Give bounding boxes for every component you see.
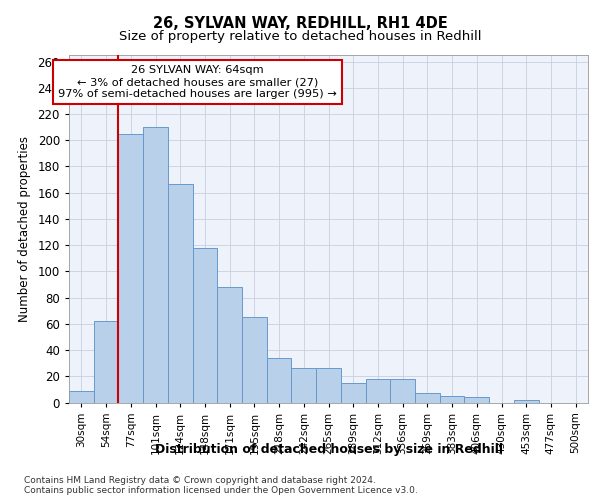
Bar <box>390 379 415 402</box>
Bar <box>143 127 168 402</box>
Bar <box>168 184 193 402</box>
Bar <box>118 134 143 402</box>
Bar <box>440 396 464 402</box>
Bar <box>267 358 292 403</box>
Text: Contains HM Land Registry data © Crown copyright and database right 2024.: Contains HM Land Registry data © Crown c… <box>24 476 376 485</box>
Bar <box>94 321 118 402</box>
Text: 26 SYLVAN WAY: 64sqm
← 3% of detached houses are smaller (27)
97% of semi-detach: 26 SYLVAN WAY: 64sqm ← 3% of detached ho… <box>58 66 337 98</box>
Text: Size of property relative to detached houses in Redhill: Size of property relative to detached ho… <box>119 30 481 43</box>
Bar <box>415 394 440 402</box>
Y-axis label: Number of detached properties: Number of detached properties <box>17 136 31 322</box>
Text: 26, SYLVAN WAY, REDHILL, RH1 4DE: 26, SYLVAN WAY, REDHILL, RH1 4DE <box>152 16 448 31</box>
Bar <box>341 383 365 402</box>
Bar <box>193 248 217 402</box>
Text: Distribution of detached houses by size in Redhill: Distribution of detached houses by size … <box>155 442 503 456</box>
Bar <box>292 368 316 402</box>
Bar <box>316 368 341 402</box>
Text: Contains public sector information licensed under the Open Government Licence v3: Contains public sector information licen… <box>24 486 418 495</box>
Bar <box>514 400 539 402</box>
Bar <box>464 398 489 402</box>
Bar <box>365 379 390 402</box>
Bar <box>217 287 242 403</box>
Bar <box>69 390 94 402</box>
Bar <box>242 318 267 402</box>
